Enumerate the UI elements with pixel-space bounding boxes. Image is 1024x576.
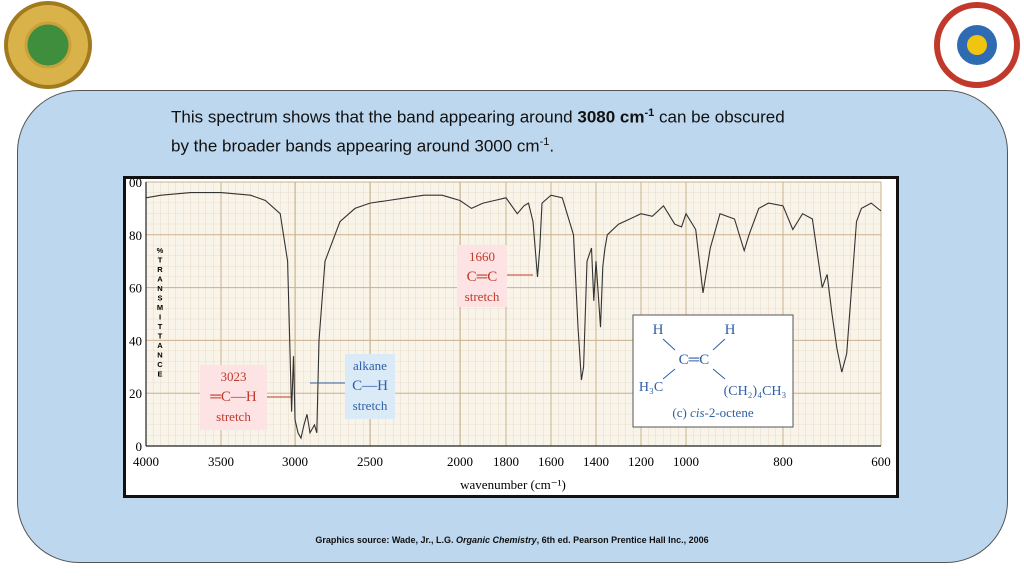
bond xyxy=(662,338,676,351)
text: Organic Chemistry xyxy=(456,535,537,545)
atom: (CH₂)₄CH₃ xyxy=(724,384,787,399)
bond xyxy=(712,368,726,380)
x-tick-label: 1800 xyxy=(493,454,519,469)
heading: This spectrum shows that the band appear… xyxy=(171,101,785,158)
x-tick-label: 3500 xyxy=(208,454,234,469)
annotation-text: stretch xyxy=(465,289,500,304)
text: -1 xyxy=(539,135,550,148)
annotation-text: 1660 xyxy=(469,249,495,264)
annotation-text: 3023 xyxy=(221,369,247,384)
text: cis xyxy=(690,405,704,420)
x-tick-label: 1400 xyxy=(583,454,609,469)
text: . xyxy=(549,136,555,156)
annotation-text: C═C xyxy=(467,269,498,285)
annotation-text: C—H xyxy=(352,378,388,394)
atom: C═C xyxy=(679,352,710,368)
x-tick-label: 2500 xyxy=(357,454,383,469)
y-tick-label: 20 xyxy=(129,386,142,401)
y-tick-label: 0 xyxy=(136,439,143,454)
logo-left xyxy=(4,1,92,89)
x-tick-label: 600 xyxy=(871,454,891,469)
atom: H₃C xyxy=(639,380,663,395)
x-tick-label: 1600 xyxy=(538,454,564,469)
atom: H xyxy=(653,322,664,338)
text: (c) xyxy=(672,405,690,420)
annotation-text: alkane xyxy=(353,358,387,373)
x-tick-label: 800 xyxy=(773,454,793,469)
spectrum-line xyxy=(145,192,882,440)
annotation-text: stretch xyxy=(216,409,251,424)
x-tick-label: 1200 xyxy=(628,454,654,469)
text: , 6th ed. Pearson Prentice Hall Inc., 20… xyxy=(536,535,709,545)
text: can be obscured xyxy=(654,107,785,127)
y-tick-label: 60 xyxy=(129,281,142,296)
structure-caption: (c) cis-2-octene xyxy=(672,405,753,420)
bond xyxy=(662,368,676,380)
source: Graphics source: Wade, Jr., L.G. Organic… xyxy=(0,535,1024,545)
annotation-box xyxy=(457,245,507,307)
x-axis-label: wavenumber (cm⁻¹) xyxy=(460,477,566,492)
text: -2-octene xyxy=(705,405,754,420)
y-tick-label: 00 xyxy=(129,176,142,190)
annotation-box xyxy=(200,365,267,430)
text: Graphics source: Wade, Jr., L.G. xyxy=(315,535,457,545)
x-tick-label: 2000 xyxy=(447,454,473,469)
bond xyxy=(712,338,726,351)
x-tick-label: 3000 xyxy=(282,454,308,469)
logo-right xyxy=(934,2,1020,88)
y-tick-label: 80 xyxy=(129,228,142,243)
chart: 0 20 40 60 80 00 4000 3500 3000 2500 2000 1800 1600 1… xyxy=(123,176,899,498)
text: by the broader bands appearing around 30… xyxy=(171,136,540,156)
text: This spectrum shows that the band appear… xyxy=(171,107,578,127)
atom: H xyxy=(725,322,736,338)
structure-box xyxy=(632,314,794,428)
x-tick-label: 1000 xyxy=(673,454,699,469)
text: 3080 cm xyxy=(577,107,645,127)
x-tick-label: 4000 xyxy=(133,454,159,469)
text: -1 xyxy=(644,107,655,119)
annotation-text: stretch xyxy=(353,398,388,413)
y-tick-label: 40 xyxy=(129,333,142,348)
annotation-box xyxy=(345,354,395,419)
y-axis-label: %TRANSMITTANCE xyxy=(156,246,165,379)
annotation-text: ═C—H xyxy=(209,389,257,405)
